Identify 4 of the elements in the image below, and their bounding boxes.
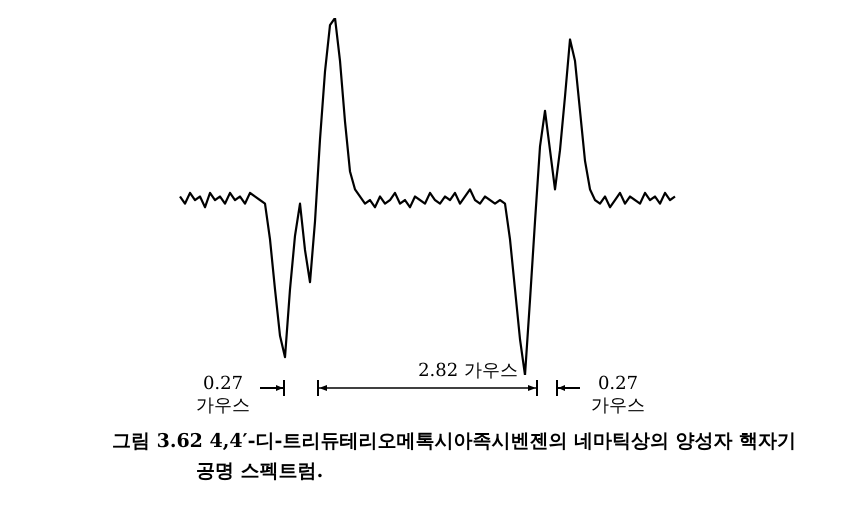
annotation: 2.82 가우스 — [417, 360, 519, 382]
annotation: 0.27 가우스 — [590, 373, 646, 417]
annotation: 0.27 가우스 — [195, 373, 251, 417]
caption: 그림 3.62 4,4′-디-트리듀테리오메톡시아족시벤젠의 네마틱상의 양성자 핵자기 공명 스펙트럼. — [112, 429, 798, 484]
